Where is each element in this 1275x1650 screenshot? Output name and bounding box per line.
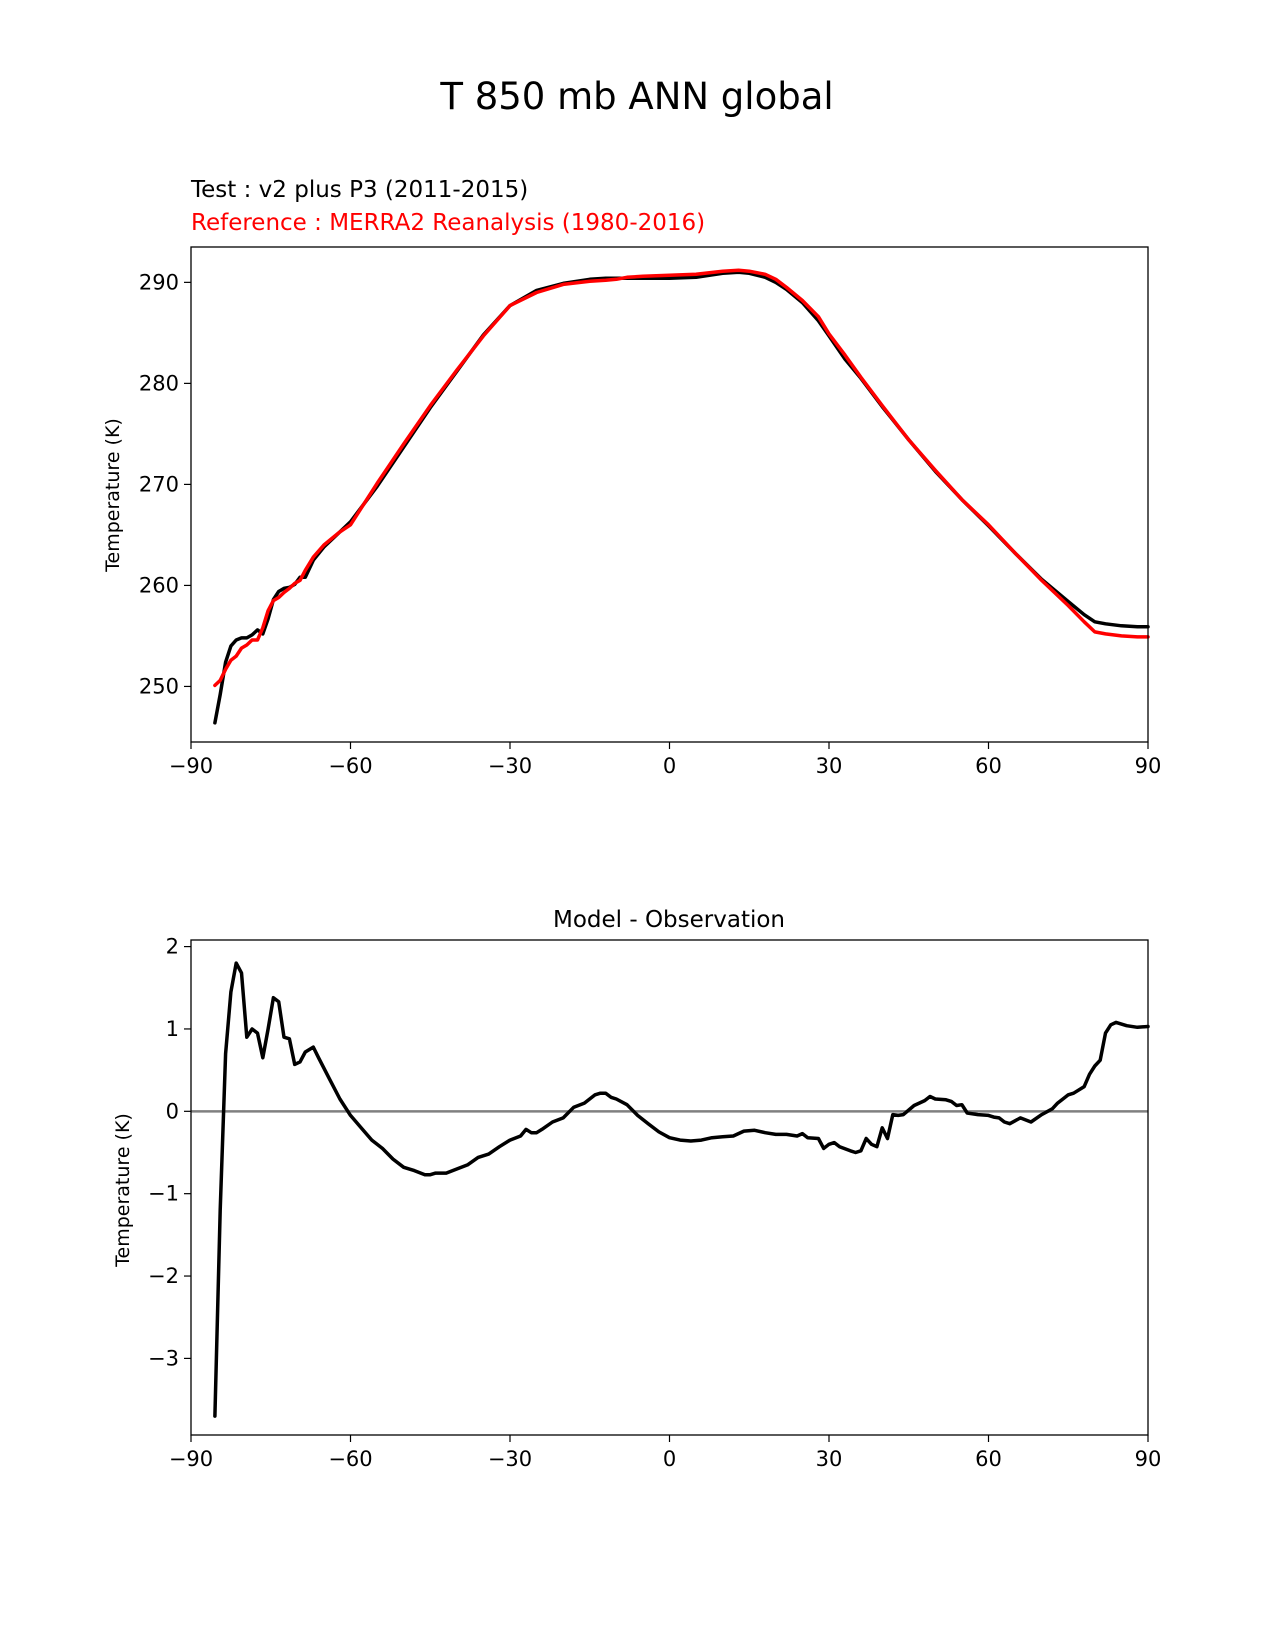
bottom-y-tick-label: −1 (148, 1182, 179, 1206)
bottom-x-tick-label: −90 (169, 1447, 213, 1471)
figure-title: T 850 mb ANN global (439, 75, 833, 118)
top-y-axis-label: Temperature (K) (102, 418, 124, 573)
top-series (213, 268, 1150, 725)
reference-subtitle: Reference : MERRA2 Reanalysis (1980-2016… (191, 210, 705, 236)
top-y-tick-label: 280 (139, 371, 179, 395)
bottom-panel-title: Model - Observation (553, 907, 785, 933)
top-x-tick-label: −90 (169, 754, 213, 778)
top-x-tick-label: −30 (488, 754, 532, 778)
top-panel: Test : v2 plus P3 (2011-2015) Reference … (102, 177, 1161, 778)
top-x-tick-label: 90 (1135, 754, 1162, 778)
top-y-tick-label: 250 (139, 674, 179, 698)
top-x-tick-label: −60 (328, 754, 372, 778)
top-plot-frame (190, 246, 1149, 743)
top-y-tick-label: 270 (139, 472, 179, 496)
reference-series-line (213, 268, 1150, 688)
top-x-tick-label: 0 (663, 754, 676, 778)
top-y-tick-label: 260 (139, 573, 179, 597)
test-subtitle: Test : v2 plus P3 (2011-2015) (190, 177, 528, 203)
bottom-x-tick-label: 30 (816, 1447, 843, 1471)
test-series-line (213, 270, 1150, 725)
top-x-tick-label: 60 (975, 754, 1002, 778)
bottom-series (191, 961, 1150, 1418)
bottom-y-tick-label: 1 (166, 1017, 179, 1041)
bottom-x-tick-label: 60 (975, 1447, 1002, 1471)
top-y-tick-label: 290 (139, 270, 179, 294)
bottom-x-tick-label: −60 (328, 1447, 372, 1471)
bottom-plot-frame (190, 939, 1149, 1436)
top-x-tick-label: 30 (816, 754, 843, 778)
bottom-ticks: −90 −60 −30 0 30 60 90 −3 −2 −1 0 1 2 (148, 935, 1161, 1471)
bottom-y-tick-label: 2 (166, 935, 179, 959)
top-ticks: −90 −60 −30 0 30 60 90 250 260 270 280 290 (139, 270, 1161, 778)
bottom-y-tick-label: −3 (148, 1346, 179, 1370)
difference-series-line (213, 961, 1150, 1418)
bottom-y-axis-label: Temperature (K) (112, 1113, 134, 1268)
bottom-x-tick-label: 90 (1135, 1447, 1162, 1471)
bottom-panel: Model - Observation Temperature (K) −90−… (112, 907, 1161, 1471)
bottom-y-tick-label: −2 (148, 1264, 179, 1288)
bottom-x-tick-label: 0 (663, 1447, 676, 1471)
bottom-y-tick-label: 0 (166, 1099, 179, 1123)
bottom-x-tick-label: −30 (488, 1447, 532, 1471)
